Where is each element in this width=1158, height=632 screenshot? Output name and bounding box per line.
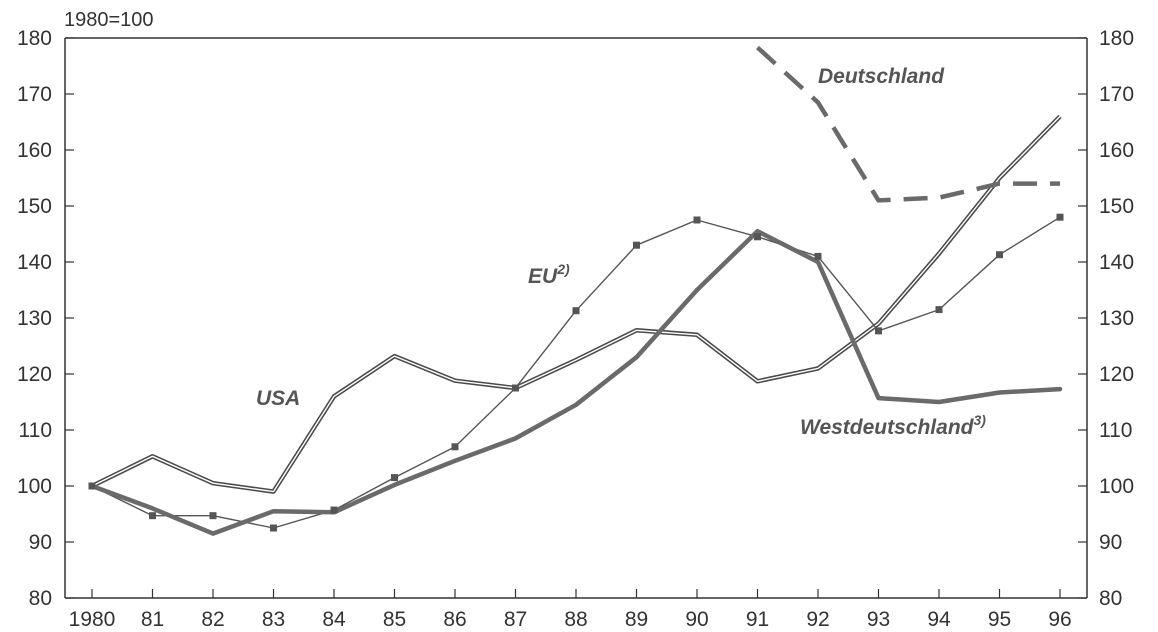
x-tick-label: 90 [685, 608, 708, 631]
series-marker-eu [149, 512, 156, 520]
x-tick-label: 83 [262, 608, 285, 631]
x-tick-label: 96 [1048, 608, 1071, 631]
series-marker-eu [633, 241, 640, 249]
x-tick-label: 87 [504, 608, 527, 631]
series-markers [88, 213, 1064, 532]
series-marker-eu [451, 443, 459, 451]
series-marker-eu [814, 252, 822, 260]
y-tick-label-left: 180 [17, 27, 52, 50]
series-label-westdeutschland: Westdeutschland3) [800, 412, 986, 439]
series-marker-eu [754, 233, 761, 241]
axes: 80 80 90 90 100 100 110 110 120 120 130 130 140 140 15… [17, 27, 1134, 631]
x-tick-label: 93 [867, 608, 890, 631]
y-tick-label-right: 80 [1099, 587, 1122, 610]
y-tick-label-left: 90 [29, 531, 52, 554]
series-label-deutschland: Deutschland [818, 65, 945, 88]
x-tick-label: 89 [625, 608, 648, 631]
series-marker-eu [693, 216, 701, 224]
y-tick-label-left: 140 [17, 251, 52, 274]
series-marker-eu [391, 474, 398, 482]
series-marker-eu [875, 327, 882, 335]
series-label-usa: USA [256, 387, 300, 410]
y-tick-label-left: 80 [29, 587, 52, 610]
y-tick-label-right: 170 [1099, 83, 1134, 106]
series-marker-eu [996, 251, 1003, 259]
y-tick-label-left: 150 [17, 195, 52, 218]
series-line-westdeutschland [89, 228, 1063, 536]
y-tick-label-left: 110 [19, 419, 52, 442]
y-tick-label-left: 100 [17, 475, 52, 498]
y-tick-label-left: 120 [17, 363, 52, 386]
y-tick-label-right: 90 [1099, 531, 1122, 554]
y-tick-label-right: 180 [1099, 27, 1134, 50]
x-tick-label: 81 [141, 608, 164, 631]
y-tick-label-right: 120 [1099, 363, 1134, 386]
x-tick-label: 82 [201, 608, 224, 631]
series-marker-eu [330, 506, 338, 514]
y-axis-unit-label: 1980=100 [64, 9, 154, 31]
x-tick-label: 94 [927, 608, 951, 631]
series-line-eu [91, 216, 1061, 529]
series-label-eu: EU2) [528, 261, 570, 288]
series-marker-eu [88, 482, 96, 490]
series-lines [89, 45, 1063, 536]
series-marker-eu [572, 307, 580, 315]
y-tick-label-right: 130 [1099, 307, 1134, 330]
y-tick-label-left: 130 [17, 307, 52, 330]
x-tick-label: 85 [383, 608, 406, 631]
x-tick-label: 86 [443, 608, 466, 631]
series-marker-eu [935, 306, 943, 314]
y-tick-label-left: 160 [17, 139, 52, 162]
x-tick-label: 95 [988, 608, 1011, 631]
series-line-usa-inner [91, 115, 1061, 493]
series-marker-eu [512, 384, 519, 392]
y-tick-label-right: 100 [1099, 475, 1134, 498]
series-line-deutschland [755, 45, 1060, 203]
y-tick-label-right: 160 [1099, 139, 1134, 162]
y-tick-label-left: 170 [17, 83, 52, 106]
y-tick-label-right: 110 [1099, 419, 1132, 442]
x-tick-label: 88 [564, 608, 587, 631]
series-marker-eu [270, 524, 277, 532]
x-tick-label: 91 [746, 608, 769, 631]
y-tick-label-right: 150 [1099, 195, 1134, 218]
series-marker-eu [209, 512, 217, 520]
x-tick-label: 84 [322, 608, 346, 631]
y-tick-label-right: 140 [1099, 251, 1134, 274]
series-labels: USA EU2) Westdeutschland3) Deutschland [256, 65, 986, 439]
x-tick-label: 92 [806, 608, 829, 631]
series-marker-eu [1056, 213, 1064, 221]
x-tick-label: 1980 [69, 608, 116, 631]
